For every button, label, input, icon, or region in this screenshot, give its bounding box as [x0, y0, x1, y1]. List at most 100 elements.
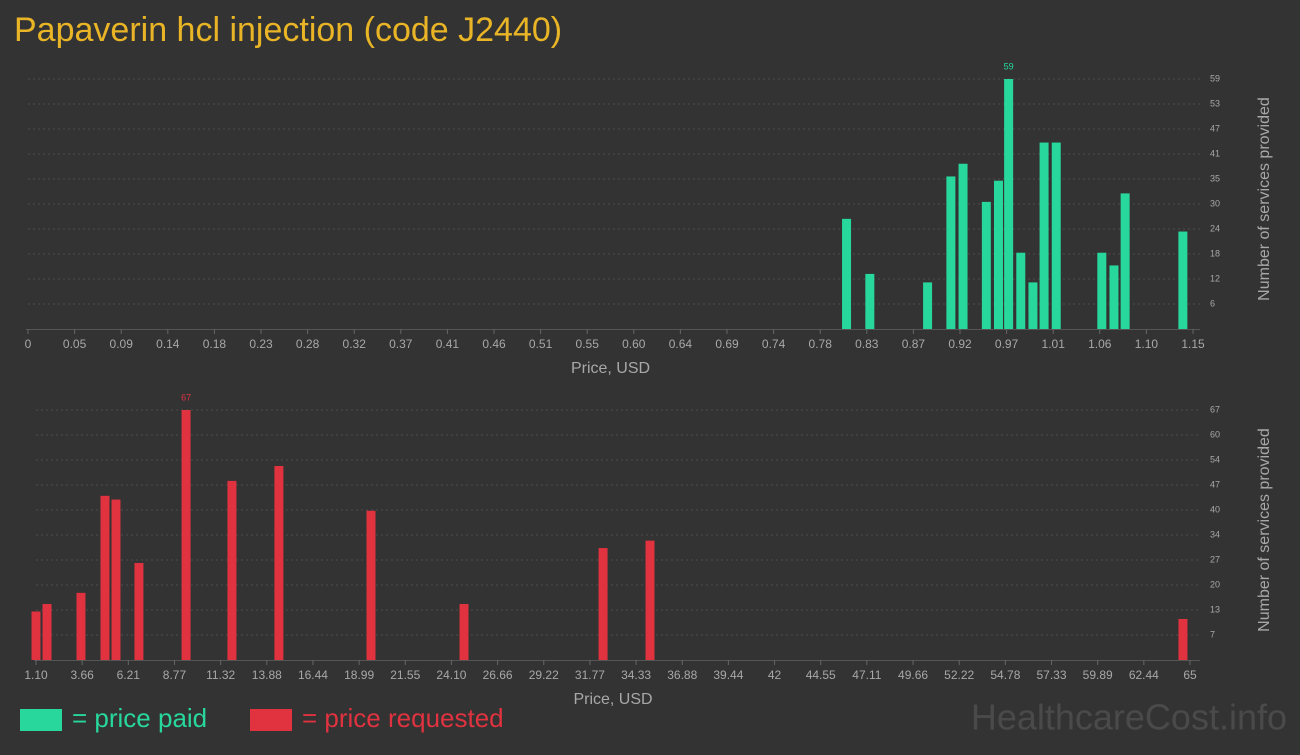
x-axis-label: Price, USD: [573, 691, 652, 708]
y-tick-label: 20: [1210, 579, 1220, 589]
page-title: Papaverin hcl injection (code J2440): [14, 11, 562, 49]
bar: [1109, 265, 1119, 329]
x-tick-label: 1.10: [24, 668, 48, 682]
x-tick-label: 8.77: [163, 668, 187, 682]
x-tick-label: 54.78: [990, 668, 1020, 682]
y-tick-label: 53: [1210, 98, 1220, 108]
bar: [274, 465, 284, 660]
bar: [865, 273, 875, 329]
x-tick-label: 0.78: [809, 337, 833, 351]
x-tick-label: 0: [25, 337, 32, 351]
bar: [100, 495, 110, 660]
data-label: 67: [181, 392, 191, 402]
bar: [1004, 79, 1014, 329]
bar: [181, 410, 191, 660]
x-tick-label: 0.05: [63, 337, 87, 351]
x-tick-label: 1.06: [1088, 337, 1112, 351]
y-tick-label: 47: [1210, 123, 1220, 133]
y-tick-label: 24: [1210, 223, 1220, 233]
x-tick-label: 62.44: [1129, 668, 1159, 682]
bar: [31, 611, 41, 660]
x-tick-label: 47.11: [852, 668, 881, 682]
data-label: 59: [1004, 61, 1014, 71]
x-tick-label: 0.28: [296, 337, 320, 351]
x-tick-label: 39.44: [713, 668, 743, 682]
x-tick-label: 0.92: [948, 337, 972, 351]
bar: [1051, 142, 1061, 329]
bar: [1097, 252, 1107, 329]
bar: [1120, 193, 1130, 329]
bar: [946, 176, 956, 329]
x-tick-label: 57.33: [1037, 668, 1067, 682]
x-tick-label: 0.97: [995, 337, 1019, 351]
y-tick-label: 27: [1210, 554, 1220, 564]
x-tick-label: 0.41: [436, 337, 460, 351]
x-tick-label: 1.10: [1135, 337, 1159, 351]
y-tick-label: 18: [1210, 248, 1220, 258]
x-tick-label: 24.10: [436, 668, 466, 682]
legend-label: = price paid: [72, 703, 207, 733]
bar: [993, 180, 1003, 329]
x-tick-label: 0.51: [529, 337, 553, 351]
x-tick-label: 29.22: [529, 668, 559, 682]
x-tick-label: 1.15: [1181, 337, 1205, 351]
bar: [1016, 252, 1026, 329]
y-tick-label: 30: [1210, 198, 1220, 208]
x-tick-label: 0.09: [110, 337, 134, 351]
x-tick-label: 42: [768, 668, 782, 682]
x-tick-label: 59.89: [1083, 668, 1113, 682]
y-tick-label: 47: [1210, 479, 1220, 489]
bar: [76, 592, 86, 660]
y-axis-label: Number of services provided: [1256, 97, 1273, 301]
bar: [981, 201, 991, 329]
bar: [598, 548, 608, 660]
y-tick-label: 12: [1210, 273, 1220, 283]
x-tick-label: 0.18: [203, 337, 227, 351]
x-tick-label: 36.88: [667, 668, 697, 682]
y-tick-label: 60: [1210, 429, 1220, 439]
y-tick-label: 13: [1210, 604, 1220, 614]
bar: [1178, 618, 1188, 660]
x-tick-label: 34.33: [621, 668, 651, 682]
x-tick-label: 52.22: [944, 668, 974, 682]
x-tick-label: 0.32: [343, 337, 367, 351]
bar: [1028, 282, 1038, 329]
x-tick-label: 0.14: [156, 337, 180, 351]
x-tick-label: 0.64: [669, 337, 693, 351]
x-tick-label: 1.01: [1042, 337, 1066, 351]
bar: [958, 163, 968, 329]
x-tick-label: 0.60: [622, 337, 646, 351]
legend-swatch: [20, 709, 62, 731]
bar: [842, 218, 852, 329]
bar: [366, 510, 376, 660]
y-tick-label: 34: [1210, 529, 1220, 539]
bar: [1039, 142, 1049, 329]
bar: [42, 604, 52, 660]
x-tick-label: 65: [1183, 668, 1197, 682]
x-tick-label: 21.55: [390, 668, 420, 682]
bar: [1178, 231, 1188, 329]
bar: [459, 604, 469, 660]
y-axis-label: Number of services provided: [1256, 428, 1273, 632]
x-tick-label: 16.44: [298, 668, 328, 682]
x-tick-label: 44.55: [806, 668, 836, 682]
legend-label: = price requested: [302, 703, 504, 733]
x-tick-label: 3.66: [70, 668, 94, 682]
bar: [923, 282, 933, 329]
x-tick-label: 0.37: [389, 337, 413, 351]
y-tick-label: 6: [1210, 298, 1215, 308]
bar: [645, 540, 655, 660]
x-tick-label: 49.66: [898, 668, 928, 682]
bar: [111, 499, 121, 660]
y-tick-label: 7: [1210, 629, 1215, 639]
y-tick-label: 67: [1210, 404, 1220, 414]
y-tick-label: 41: [1210, 148, 1220, 158]
y-tick-label: 59: [1210, 73, 1220, 83]
x-tick-label: 31.77: [575, 668, 605, 682]
x-tick-label: 0.46: [482, 337, 506, 351]
bar: [227, 480, 237, 660]
watermark: HealthcareCost.info: [971, 697, 1287, 738]
x-axis-label: Price, USD: [571, 360, 650, 377]
x-tick-label: 18.99: [344, 668, 374, 682]
